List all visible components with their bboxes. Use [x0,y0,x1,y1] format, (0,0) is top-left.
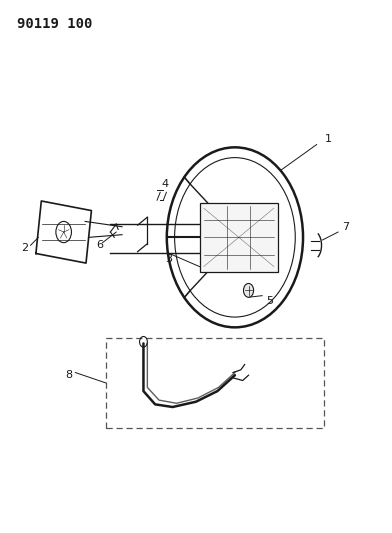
Circle shape [243,284,254,297]
Text: 90119 100: 90119 100 [17,17,93,31]
Text: 5: 5 [266,296,273,306]
Bar [107,338,325,428]
Text: 8: 8 [65,370,73,380]
Text: 7: 7 [342,222,349,232]
Text: 6: 6 [97,240,104,251]
Bar [200,203,278,272]
Text: 4: 4 [161,179,168,189]
Text: 1: 1 [325,134,332,144]
Text: 2: 2 [21,243,28,253]
Text: 3: 3 [165,254,172,263]
